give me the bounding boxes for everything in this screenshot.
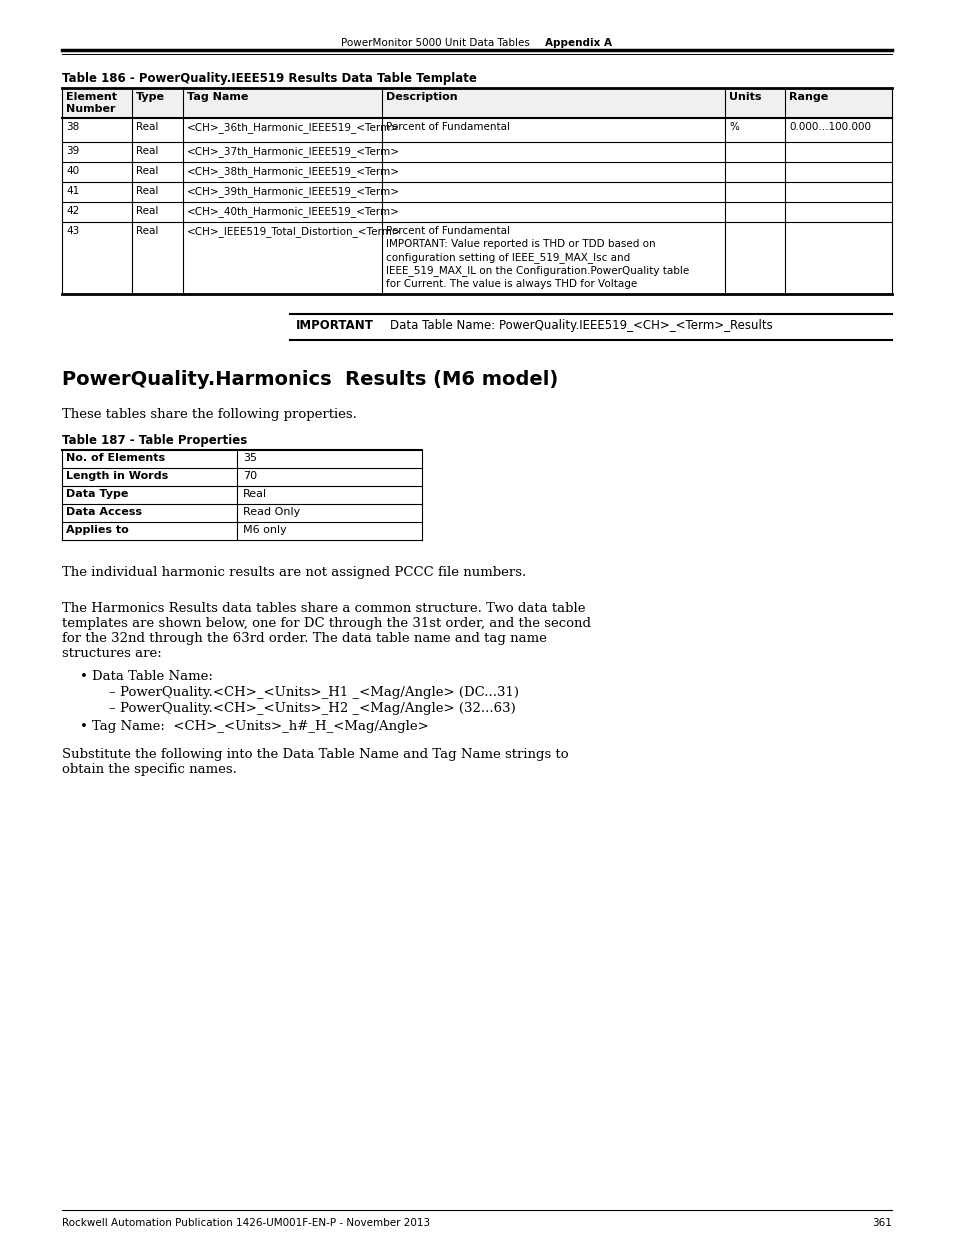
Text: –: – bbox=[108, 685, 114, 699]
Text: Real: Real bbox=[135, 226, 158, 236]
Text: The Harmonics Results data tables share a common structure. Two data table: The Harmonics Results data tables share … bbox=[62, 601, 585, 615]
Bar bbox=[62, 88, 891, 119]
Text: Type: Type bbox=[135, 91, 164, 103]
Text: Read Only: Read Only bbox=[243, 508, 300, 517]
Text: 42: 42 bbox=[66, 206, 79, 216]
Text: Real: Real bbox=[135, 186, 158, 196]
Text: M6 only: M6 only bbox=[243, 525, 287, 535]
Text: IMPORTANT: IMPORTANT bbox=[295, 319, 374, 332]
Text: Rockwell Automation Publication 1426-UM001F-EN-P - November 2013: Rockwell Automation Publication 1426-UM0… bbox=[62, 1218, 430, 1228]
Text: PowerMonitor 5000 Unit Data Tables: PowerMonitor 5000 Unit Data Tables bbox=[341, 38, 530, 48]
Text: Appendix A: Appendix A bbox=[544, 38, 612, 48]
Text: <CH>_38th_Harmonic_IEEE519_<Term>: <CH>_38th_Harmonic_IEEE519_<Term> bbox=[187, 165, 399, 177]
Text: Real: Real bbox=[135, 165, 158, 177]
Text: Real: Real bbox=[135, 146, 158, 156]
Text: Data Table Name:: Data Table Name: bbox=[91, 671, 213, 683]
Text: Data Access: Data Access bbox=[66, 508, 142, 517]
Text: Table 187 - Table Properties: Table 187 - Table Properties bbox=[62, 433, 247, 447]
Text: 35: 35 bbox=[243, 453, 256, 463]
Text: Percent of Fundamental
IMPORTANT: Value reported is THD or TDD based on
configur: Percent of Fundamental IMPORTANT: Value … bbox=[386, 226, 688, 289]
Text: Percent of Fundamental: Percent of Fundamental bbox=[386, 122, 510, 132]
Text: for the 32nd through the 63rd order. The data table name and tag name: for the 32nd through the 63rd order. The… bbox=[62, 632, 546, 645]
Text: Real: Real bbox=[243, 489, 267, 499]
Text: 38: 38 bbox=[66, 122, 79, 132]
Text: PowerQuality.<CH>_<Units>_H2 _<Mag/Angle> (32...63): PowerQuality.<CH>_<Units>_H2 _<Mag/Angle… bbox=[120, 701, 516, 715]
Text: •: • bbox=[80, 671, 88, 683]
Text: 0.000...100.000: 0.000...100.000 bbox=[788, 122, 870, 132]
Text: Tag Name:  <CH>_<Units>_h#_H_<Mag/Angle>: Tag Name: <CH>_<Units>_h#_H_<Mag/Angle> bbox=[91, 720, 428, 734]
Text: Real: Real bbox=[135, 206, 158, 216]
Text: structures are:: structures are: bbox=[62, 647, 162, 659]
Text: •: • bbox=[80, 720, 88, 734]
Text: Range: Range bbox=[788, 91, 828, 103]
Text: These tables share the following properties.: These tables share the following propert… bbox=[62, 408, 356, 421]
Text: <CH>_IEEE519_Total_Distortion_<Term>: <CH>_IEEE519_Total_Distortion_<Term> bbox=[187, 226, 401, 237]
Text: Real: Real bbox=[135, 122, 158, 132]
Text: Table 186 - PowerQuality.IEEE519 Results Data Table Template: Table 186 - PowerQuality.IEEE519 Results… bbox=[62, 72, 476, 85]
Text: <CH>_36th_Harmonic_IEEE519_<Term>: <CH>_36th_Harmonic_IEEE519_<Term> bbox=[187, 122, 399, 133]
Text: %: % bbox=[728, 122, 739, 132]
Text: PowerQuality.<CH>_<Units>_H1 _<Mag/Angle> (DC...31): PowerQuality.<CH>_<Units>_H1 _<Mag/Angle… bbox=[120, 685, 518, 699]
Text: Applies to: Applies to bbox=[66, 525, 129, 535]
Text: <CH>_39th_Harmonic_IEEE519_<Term>: <CH>_39th_Harmonic_IEEE519_<Term> bbox=[187, 186, 399, 196]
Text: PowerQuality.Harmonics  Results (M6 model): PowerQuality.Harmonics Results (M6 model… bbox=[62, 370, 558, 389]
Text: obtain the specific names.: obtain the specific names. bbox=[62, 763, 236, 776]
Text: 39: 39 bbox=[66, 146, 79, 156]
Text: The individual harmonic results are not assigned PCCC file numbers.: The individual harmonic results are not … bbox=[62, 566, 526, 579]
Text: Tag Name: Tag Name bbox=[187, 91, 248, 103]
Text: No. of Elements: No. of Elements bbox=[66, 453, 165, 463]
Text: 40: 40 bbox=[66, 165, 79, 177]
Text: Substitute the following into the Data Table Name and Tag Name strings to: Substitute the following into the Data T… bbox=[62, 748, 568, 761]
Text: Units: Units bbox=[728, 91, 760, 103]
Text: Length in Words: Length in Words bbox=[66, 471, 168, 480]
Text: 41: 41 bbox=[66, 186, 79, 196]
Text: Description: Description bbox=[386, 91, 457, 103]
Text: 70: 70 bbox=[243, 471, 257, 480]
Text: Data Table Name: PowerQuality.IEEE519_<CH>_<Term>_Results: Data Table Name: PowerQuality.IEEE519_<C… bbox=[390, 319, 772, 332]
Text: <CH>_37th_Harmonic_IEEE519_<Term>: <CH>_37th_Harmonic_IEEE519_<Term> bbox=[187, 146, 399, 157]
Text: 43: 43 bbox=[66, 226, 79, 236]
Text: Element
Number: Element Number bbox=[66, 91, 117, 114]
Text: 361: 361 bbox=[871, 1218, 891, 1228]
Text: –: – bbox=[108, 701, 114, 715]
Text: templates are shown below, one for DC through the 31st order, and the second: templates are shown below, one for DC th… bbox=[62, 618, 590, 630]
Text: Data Type: Data Type bbox=[66, 489, 129, 499]
Text: <CH>_40th_Harmonic_IEEE519_<Term>: <CH>_40th_Harmonic_IEEE519_<Term> bbox=[187, 206, 399, 217]
